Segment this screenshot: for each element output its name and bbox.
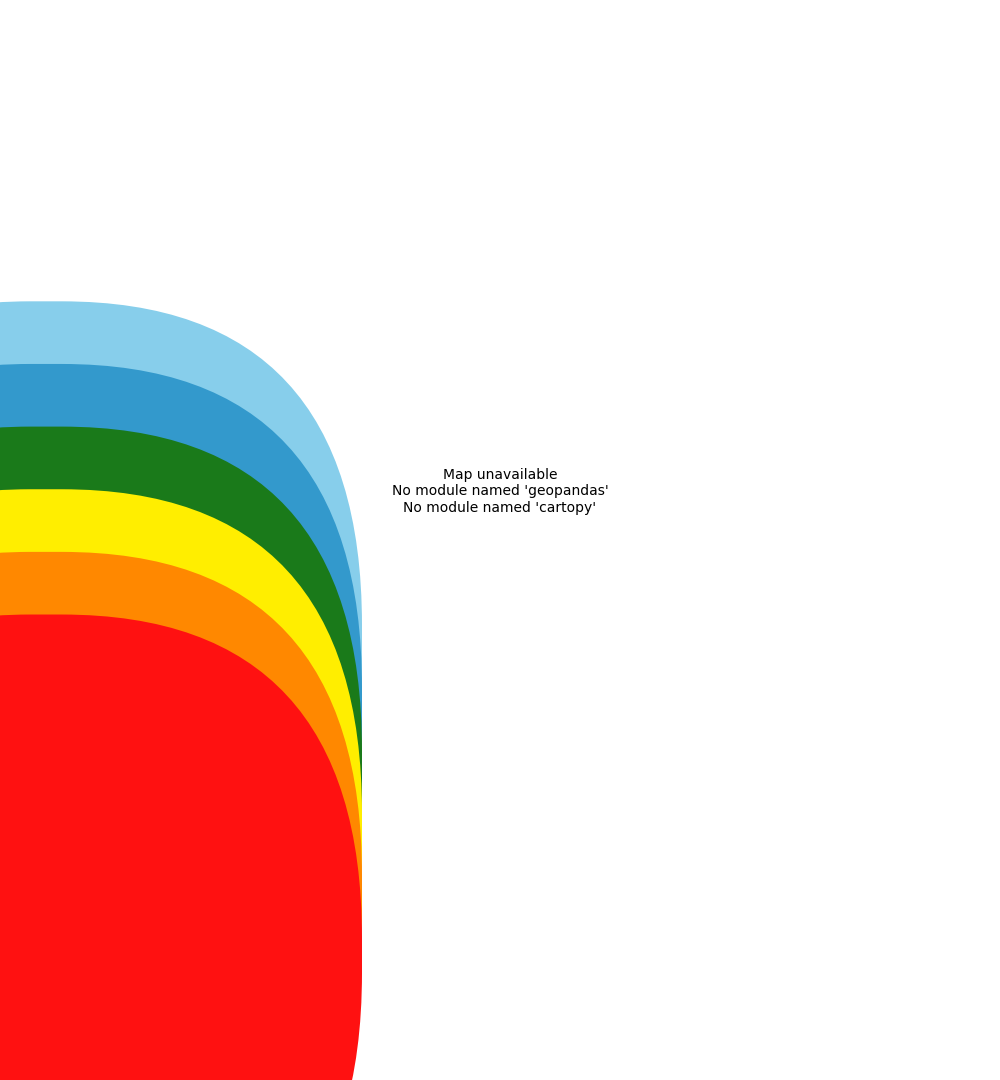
Text: ®: ® <box>109 1005 119 1015</box>
Text: Vector: Vector <box>18 1022 84 1041</box>
Text: Subtropical zone: Subtropical zone <box>75 821 187 834</box>
Text: Polar zone: Polar zone <box>75 633 144 646</box>
Text: VectorStock.com/28144150: VectorStock.com/28144150 <box>771 1024 982 1039</box>
Text: Subpolar zone: Subpolar zone <box>75 696 170 708</box>
Text: Temperate zone: Temperate zone <box>75 758 194 771</box>
Text: Stock: Stock <box>64 1022 130 1041</box>
Text: Map unavailable
No module named 'geopandas'
No module named 'cartopy': Map unavailable No module named 'geopand… <box>392 469 608 514</box>
Text: Tropical zone: Tropical zone <box>75 883 162 896</box>
Text: Equatorial zone: Equatorial zone <box>75 946 192 959</box>
